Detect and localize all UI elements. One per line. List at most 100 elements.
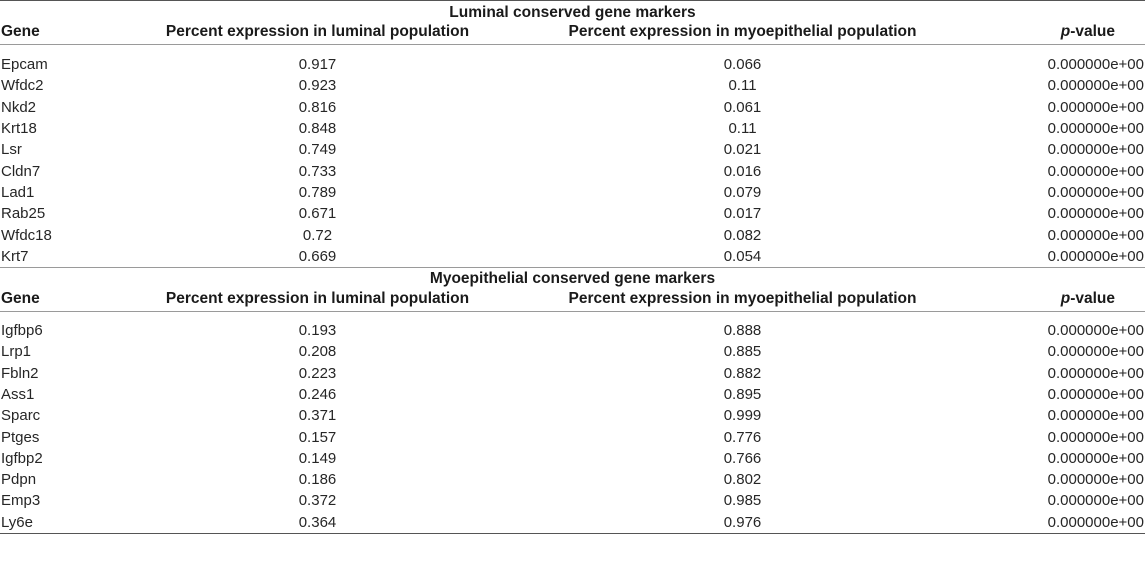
cell-luminal: 0.789 (298, 183, 337, 201)
section-divider (0, 267, 1145, 268)
table-row: Wfdc2 0.923 0.11 0.000000e+00 (0, 75, 1145, 96)
table-row: Krt7 0.669 0.054 0.000000e+00 (0, 246, 1145, 268)
table-row: Igfbp6 0.193 0.888 0.000000e+00 (0, 320, 1145, 341)
cell-gene: Wfdc18 (1, 226, 52, 244)
cell-gene: Ass1 (1, 386, 35, 403)
cell-pvalue: 0.000000e+00 (1047, 471, 1144, 489)
cell-myoepithelial: 0.882 (723, 364, 762, 382)
cell-myoepithelial: 0.802 (723, 471, 762, 489)
cell-myoepithelial: 0.066 (723, 56, 762, 74)
top-rule (0, 0, 1145, 1)
cell-myoepithelial: 0.021 (723, 141, 762, 159)
cell-gene: Emp3 (1, 492, 41, 510)
table-row: Lad1 0.789 0.079 0.000000e+00 (0, 182, 1145, 203)
header-rule-cell (0, 311, 1145, 312)
cell-pvalue: 0.000000e+00 (1047, 407, 1144, 425)
cell-luminal: 0.193 (298, 322, 337, 340)
cell-luminal: 0.923 (298, 77, 337, 95)
cell-pvalue: 0.000000e+00 (1047, 492, 1144, 510)
cell-myoepithelial: 0.999 (723, 407, 762, 425)
cell-myoepithelial: 0.885 (723, 343, 762, 361)
cell-luminal: 0.733 (298, 162, 337, 180)
table-row: Ly6e 0.364 0.976 0.000000e+00 (0, 512, 1145, 534)
cell-myoepithelial: 0.895 (723, 386, 762, 403)
cell-luminal: 0.186 (298, 471, 337, 489)
cell-pvalue: 0.000000e+00 (1047, 183, 1144, 201)
cell-pvalue: 0.000000e+00 (1047, 120, 1144, 138)
header-gap (0, 312, 1145, 320)
cell-pvalue: 0.000000e+00 (1047, 364, 1144, 382)
cell-pvalue: 0.000000e+00 (1047, 141, 1144, 159)
cell-pvalue: 0.000000e+00 (1047, 343, 1144, 361)
cell-gene: Fbln2 (1, 364, 39, 382)
header-gene: Gene (1, 23, 40, 40)
header-gap-cell (0, 45, 1145, 54)
cell-myoepithelial: 0.061 (723, 98, 762, 116)
cell-myoepithelial: 0.766 (723, 449, 762, 467)
header-pvalue-rest: -value (1070, 289, 1115, 307)
header-myoepithelial: Percent expression in myoepithelial popu… (568, 289, 917, 307)
header-rule (0, 44, 1145, 45)
table-row: Cldn7 0.733 0.016 0.000000e+00 (0, 160, 1145, 181)
cell-pvalue: 0.000000e+00 (1047, 77, 1144, 95)
cell-myoepithelial: 0.017 (723, 205, 762, 223)
cell-gene: Lrp1 (1, 343, 32, 361)
header-luminal: Percent expression in luminal population (165, 289, 470, 307)
cell-pvalue: 0.000000e+00 (1047, 449, 1144, 467)
cell-pvalue: 0.000000e+00 (1047, 98, 1144, 116)
header-pvalue: p-value (990, 23, 1145, 45)
table-row: Ptges 0.157 0.776 0.000000e+00 (0, 426, 1145, 447)
cell-luminal: 0.72 (302, 226, 333, 244)
cell-gene: Pdpn (1, 471, 37, 489)
cell-luminal: 0.208 (298, 343, 337, 361)
cell-myoepithelial: 0.776 (723, 428, 762, 446)
cell-pvalue: 0.000000e+00 (1047, 428, 1144, 446)
cell-gene: Krt18 (1, 120, 37, 138)
table-row: Pdpn 0.186 0.802 0.000000e+00 (0, 469, 1145, 490)
table-row: Epcam 0.917 0.066 0.000000e+00 (0, 54, 1145, 75)
cell-luminal: 0.372 (298, 492, 337, 510)
table-row: Lrp1 0.208 0.885 0.000000e+00 (0, 341, 1145, 362)
table-row: Lsr 0.749 0.021 0.000000e+00 (0, 139, 1145, 160)
cell-pvalue: 0.000000e+00 (1047, 247, 1144, 265)
table-row: Ass1 0.246 0.895 0.000000e+00 (0, 384, 1145, 405)
cell-myoepithelial: 0.11 (728, 120, 757, 138)
section-title-row: Myoepithelial conserved gene markers (0, 268, 1145, 290)
cell-luminal: 0.749 (298, 141, 337, 159)
cell-luminal: 0.671 (298, 205, 337, 223)
header-gap (0, 45, 1145, 54)
cell-gene: Wfdc2 (1, 77, 44, 95)
cell-gene: Lsr (1, 141, 22, 159)
cell-myoepithelial: 0.082 (723, 226, 762, 244)
section-divider-cell (0, 267, 1145, 268)
table-row: Wfdc18 0.72 0.082 0.000000e+00 (0, 224, 1145, 245)
header-rule (0, 311, 1145, 312)
header-myoepithelial: Percent expression in myoepithelial popu… (568, 23, 917, 40)
cell-gene: Lad1 (1, 183, 35, 201)
cell-pvalue: 0.000000e+00 (1047, 322, 1144, 340)
cell-luminal: 0.669 (298, 247, 337, 265)
cell-luminal: 0.223 (298, 364, 337, 382)
header-pvalue-rest: -value (1070, 23, 1115, 40)
header-gap-cell (0, 312, 1145, 320)
cell-myoepithelial: 0.079 (723, 183, 762, 201)
bottom-rule-cell (0, 533, 1145, 534)
cell-myoepithelial: 0.016 (723, 162, 762, 180)
table-row: Sparc 0.371 0.999 0.000000e+00 (0, 405, 1145, 426)
cell-gene: Rab25 (1, 205, 46, 223)
cell-luminal: 0.371 (298, 407, 337, 425)
cell-pvalue: 0.000000e+00 (1047, 386, 1144, 403)
cell-luminal: 0.816 (298, 98, 337, 116)
header-pvalue-italic: p (1060, 23, 1071, 40)
table-body: Luminal conserved gene markers Gene Perc… (0, 0, 1145, 534)
table-row: Nkd2 0.816 0.061 0.000000e+00 (0, 97, 1145, 118)
cell-pvalue: 0.000000e+00 (1047, 226, 1144, 244)
section-title: Luminal conserved gene markers (449, 3, 696, 21)
cell-luminal: 0.917 (298, 56, 337, 74)
cell-myoepithelial: 0.054 (723, 247, 762, 265)
cell-gene: Nkd2 (1, 98, 37, 116)
cell-gene: Ly6e (1, 513, 33, 531)
cell-gene: Igfbp6 (1, 322, 43, 340)
cell-gene: Cldn7 (1, 162, 41, 180)
table-row: Igfbp2 0.149 0.766 0.000000e+00 (0, 448, 1145, 469)
